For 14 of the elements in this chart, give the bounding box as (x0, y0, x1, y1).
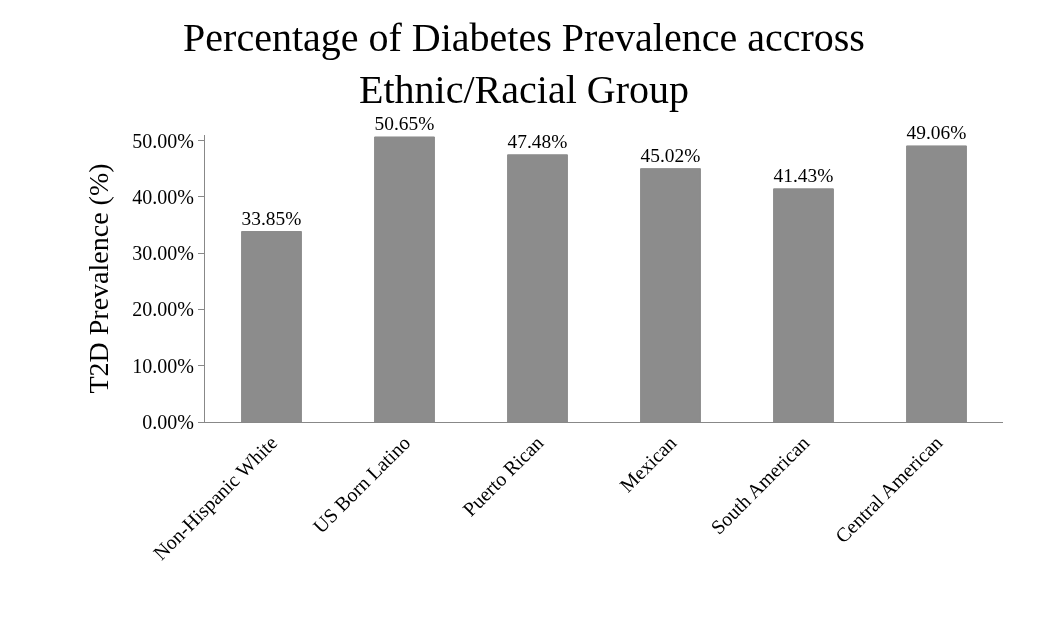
data-label: 49.06% (906, 122, 967, 144)
y-tick-label: 20.00% (132, 298, 194, 321)
y-tick-label: 10.00% (132, 354, 194, 377)
data-label: 47.48% (507, 130, 568, 152)
data-label: 41.43% (773, 164, 834, 186)
data-label: 45.02% (640, 144, 701, 166)
data-label: 50.65% (374, 113, 435, 135)
y-axis-title: T2D Prevalence (%) (83, 163, 115, 394)
chart-title: Percentage of Diabetes Prevalence accross Ethnic/Racial Group (183, 14, 865, 112)
y-tick-label: 0.00% (142, 411, 194, 433)
data-label: 33.85% (241, 207, 302, 229)
y-tick-label: 30.00% (132, 242, 194, 265)
y-tick-label: 40.00% (132, 185, 194, 208)
y-tick-label: 50.00% (132, 129, 194, 152)
